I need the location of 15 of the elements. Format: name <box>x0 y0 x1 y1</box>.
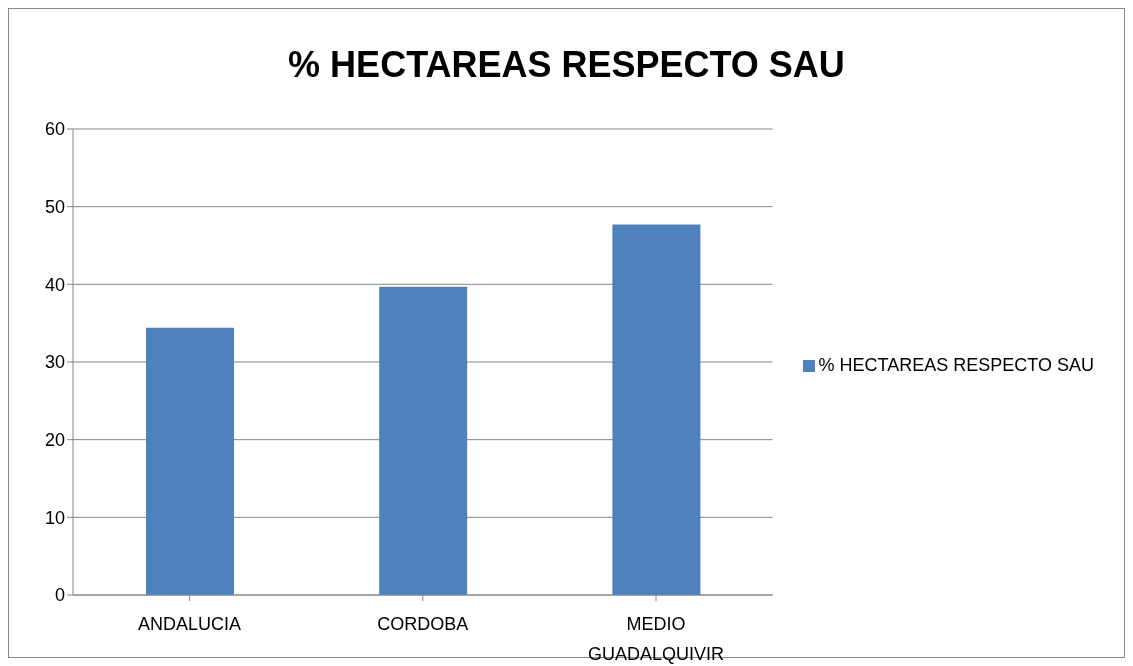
y-tick-label: 20 <box>44 430 65 451</box>
x-tick-label: MEDIO GUADALQUIVIR <box>587 613 725 664</box>
bar <box>612 224 701 595</box>
y-tick-label: 60 <box>44 119 65 140</box>
y-tick-label: 40 <box>44 274 65 295</box>
bar <box>146 327 234 595</box>
x-tick-label: ANDALUCIA <box>138 613 242 634</box>
legend-label: % HECTAREAS RESPECTO SAU <box>818 354 1094 375</box>
bar <box>379 286 468 595</box>
chart-title: % HECTAREAS RESPECTO SAU <box>287 44 846 87</box>
y-tick-label: 50 <box>44 197 65 218</box>
y-tick-label: 0 <box>54 585 65 606</box>
y-tick-label: 30 <box>44 352 65 373</box>
y-tick-label: 10 <box>44 507 65 528</box>
x-tick-label: CORDOBA <box>377 613 469 634</box>
